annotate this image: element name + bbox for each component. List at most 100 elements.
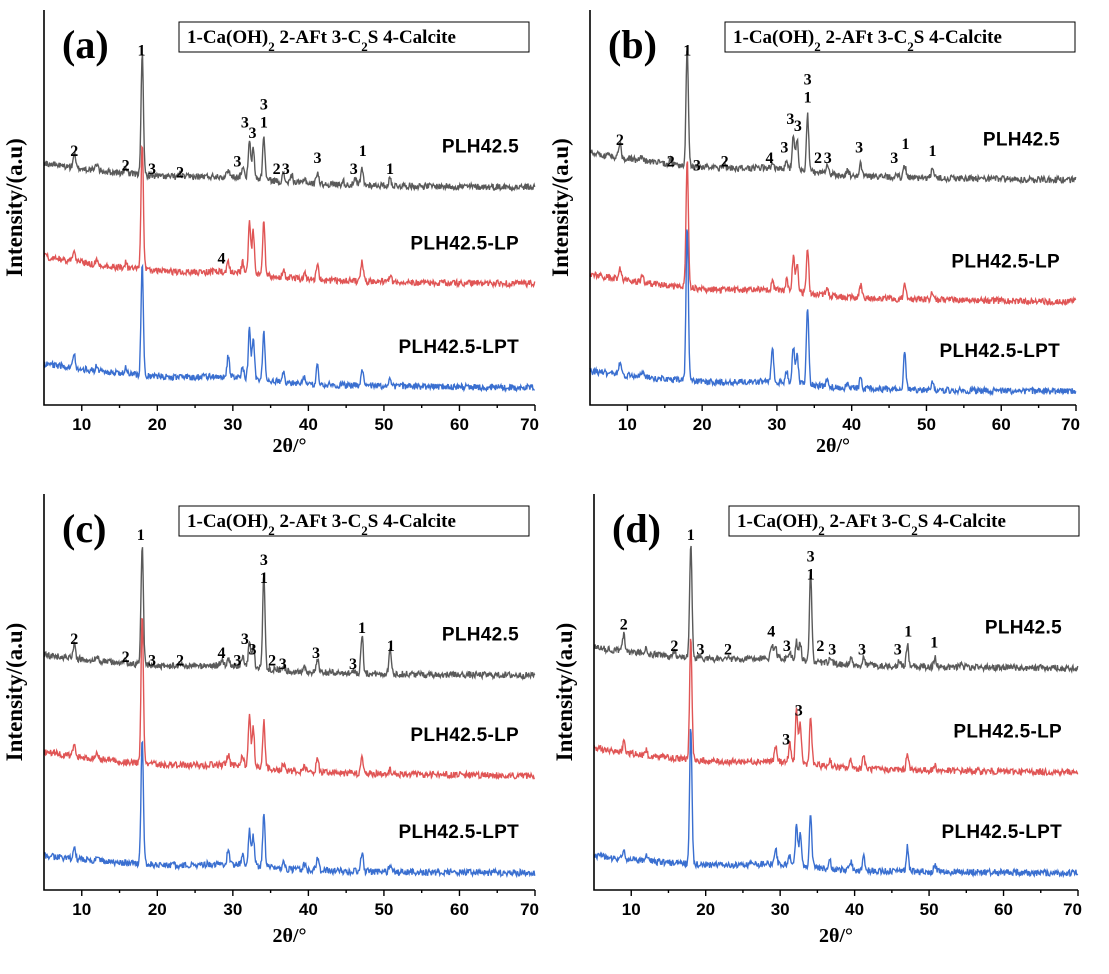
peak-label: 3: [795, 703, 803, 720]
series-label-2: PLH42.5-LP: [410, 233, 519, 254]
series-label-2: PLH42.5-LP: [953, 722, 1062, 743]
peak-label: 2: [268, 652, 276, 669]
series-label-1: PLH42.5: [442, 137, 519, 158]
peak-label: 2: [814, 150, 822, 167]
x-tick-label: 50: [920, 900, 939, 919]
panel-label: (b): [608, 22, 657, 67]
peak-label: 3: [248, 125, 256, 142]
peak-label: 4: [218, 645, 226, 662]
peak-label: 3: [312, 645, 320, 662]
x-tick-label: 70: [520, 900, 539, 919]
x-tick-label: 10: [618, 415, 637, 434]
peak-label: 1: [902, 136, 910, 153]
peak-label: 2: [70, 143, 78, 160]
series-line-3: [43, 263, 535, 393]
peak-label: 1: [359, 143, 367, 160]
x-tick-label: 10: [622, 900, 641, 919]
series-line-2: [43, 617, 536, 781]
peak-label: 2: [667, 154, 675, 171]
peak-label: 3: [148, 161, 156, 178]
peak-label: 3: [783, 638, 791, 655]
x-tick-label: 30: [223, 900, 242, 919]
axes-frame: [43, 494, 535, 891]
axes-frame: [593, 494, 1078, 891]
legend-text: 1-Ca(OH)2 2-AFt 3-C2S 4-Calcite: [187, 27, 456, 54]
peak-label: 3: [858, 642, 866, 659]
peak-label: 1: [930, 634, 938, 651]
panel-3: PLH42.5 PLH42.5-LP PLH42.5-LPT 10 20 30 40 50 60…: [2, 494, 539, 947]
peak-label: 3: [894, 642, 902, 659]
x-tick-label: 50: [374, 900, 393, 919]
peak-label: 2: [273, 161, 281, 178]
x-tick-label: 40: [299, 900, 318, 919]
peak-label: 2: [724, 642, 732, 659]
panel-label: (c): [62, 506, 106, 551]
peak-label: 3: [241, 631, 249, 648]
peak-label: 3: [260, 96, 268, 113]
legend-box: [728, 505, 1080, 537]
x-tick-label: 30: [767, 415, 786, 434]
x-axis-title: 2θ/°: [819, 925, 853, 947]
series-line-3: [589, 229, 1077, 397]
y-axis-title: Intensity/(a.u): [552, 623, 577, 762]
y-axis-title: Intensity/(a.u): [548, 138, 573, 277]
peak-label: 1: [683, 43, 691, 60]
peak-label: 3: [350, 161, 358, 178]
x-tick-label: 20: [148, 900, 167, 919]
peak-label: 1: [358, 620, 366, 637]
peak-label: 3: [780, 139, 788, 156]
peak-label: 1: [137, 43, 145, 60]
peak-label: 1: [137, 527, 145, 544]
peak-label: 3: [260, 552, 268, 569]
peak-label: 1: [928, 143, 936, 160]
peak-label: 3: [148, 652, 156, 669]
series-label-3: PLH42.5-LPT: [399, 822, 520, 843]
series-label-1: PLH42.5: [442, 625, 519, 646]
x-tick-label: 10: [72, 415, 91, 434]
x-tick-label: 50: [374, 415, 393, 434]
series-line-2: [589, 161, 1077, 307]
peak-label: 3: [313, 150, 321, 167]
x-tick-label: 60: [450, 415, 469, 434]
series-label-3: PLH42.5-LPT: [942, 822, 1063, 843]
peak-label: 2: [122, 157, 130, 174]
x-tick-label: 40: [299, 415, 318, 434]
series-label-1: PLH42.5: [985, 617, 1062, 638]
x-tick-label: 20: [696, 900, 715, 919]
series-label-2: PLH42.5-LP: [410, 725, 519, 746]
peak-label: 2: [721, 154, 729, 171]
series-label-3: PLH42.5-LPT: [940, 341, 1061, 362]
peak-label: 3: [855, 139, 863, 156]
series-label-1: PLH42.5: [983, 130, 1060, 151]
peak-label: 3: [693, 157, 701, 174]
x-axis-title: 2θ/°: [273, 925, 307, 947]
panel-4: PLH42.5 PLH42.5-LP PLH42.5-LPT 10 20 30 40 50 60…: [552, 494, 1082, 947]
peak-label: 3: [890, 150, 898, 167]
x-tick-label: 40: [845, 900, 864, 919]
peak-label: 3: [786, 111, 794, 128]
peak-label: 3: [282, 161, 290, 178]
peak-label: 1: [386, 161, 394, 178]
peak-label: 3: [824, 150, 832, 167]
legend-text: 1-Ca(OH)2 2-AFt 3-C2S 4-Calcite: [733, 27, 1002, 54]
x-tick-label: 30: [771, 900, 790, 919]
peak-label: 2: [176, 652, 184, 669]
peak-label: 4: [765, 150, 773, 167]
peak-label: 1: [687, 527, 695, 544]
peak-label: 2: [70, 631, 78, 648]
x-tick-label: 70: [1063, 900, 1082, 919]
peak-label: 3: [233, 154, 241, 171]
peak-label: 3: [804, 71, 812, 88]
series-line-3: [43, 740, 536, 879]
peak-label: 1: [260, 570, 268, 587]
axes-frame: [589, 10, 1076, 406]
x-tick-label: 60: [450, 900, 469, 919]
series-line-1: [593, 545, 1079, 674]
legend-text: 1-Ca(OH)2 2-AFt 3-C2S 4-Calcite: [737, 511, 1006, 538]
peak-label: 2: [816, 638, 824, 655]
peak-label: 3: [696, 642, 704, 659]
peak-label: 2: [176, 164, 184, 181]
peak-label: 1: [904, 624, 912, 641]
series-line-1: [43, 54, 536, 192]
